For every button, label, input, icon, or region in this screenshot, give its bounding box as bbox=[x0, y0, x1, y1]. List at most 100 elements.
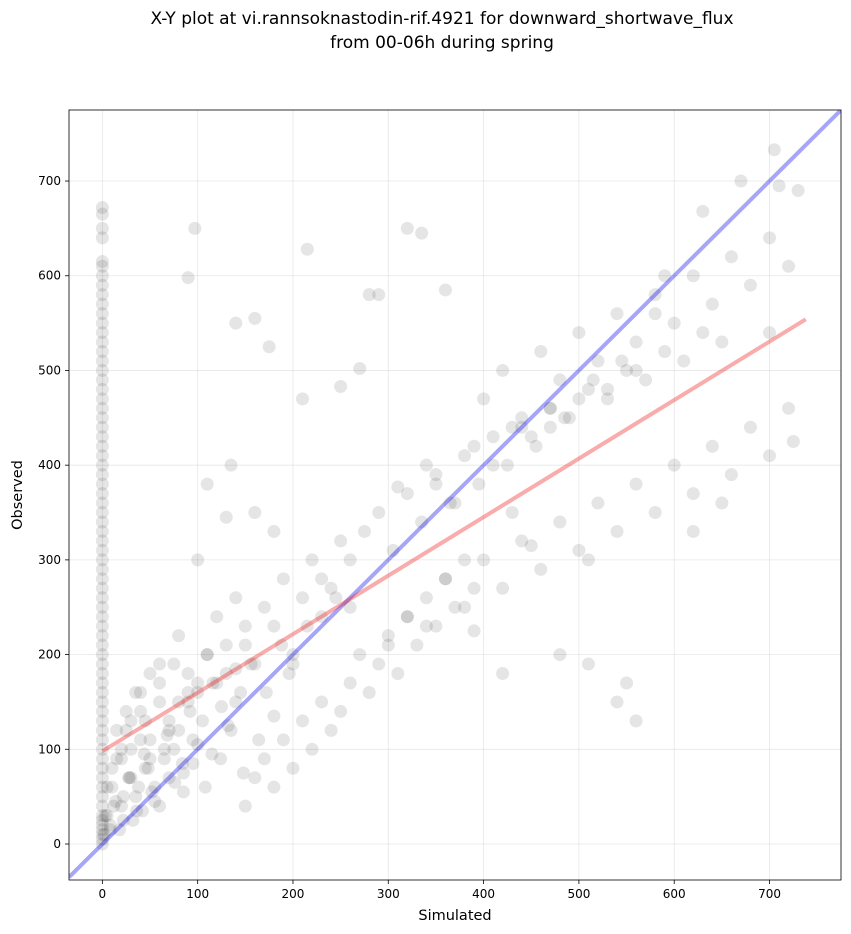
scatter-point bbox=[362, 685, 376, 699]
scatter-point bbox=[95, 733, 109, 747]
grid bbox=[69, 110, 841, 880]
scatter-point bbox=[143, 733, 157, 747]
scatter-point bbox=[529, 439, 543, 453]
scatter-point bbox=[415, 226, 429, 240]
scatter-point bbox=[141, 761, 155, 775]
scatter-point bbox=[95, 799, 109, 813]
scatter-point bbox=[162, 714, 176, 728]
scatter-point bbox=[562, 411, 576, 425]
scatter-point bbox=[763, 326, 777, 340]
scatter-point bbox=[276, 733, 290, 747]
scatter-point bbox=[496, 667, 510, 681]
scatter-point bbox=[95, 316, 109, 330]
scatter-point bbox=[236, 766, 250, 780]
x-tick-label: 400 bbox=[472, 887, 495, 901]
scatter-point bbox=[95, 695, 109, 709]
scatter-point bbox=[324, 581, 338, 595]
scatter-point bbox=[95, 704, 109, 718]
scatter-point bbox=[458, 449, 472, 463]
scatter-point bbox=[534, 562, 548, 576]
scatter-point bbox=[391, 667, 405, 681]
scatter-point bbox=[381, 638, 395, 652]
scatter-point bbox=[629, 714, 643, 728]
scatter-point bbox=[477, 392, 491, 406]
scatter-point bbox=[186, 733, 200, 747]
scatter-point bbox=[357, 524, 371, 538]
scatter-point bbox=[219, 638, 233, 652]
scatter-point bbox=[763, 449, 777, 463]
scatter-point bbox=[110, 752, 124, 766]
x-tick-label: 700 bbox=[758, 887, 781, 901]
scatter-point bbox=[100, 809, 114, 823]
scatter-point bbox=[705, 439, 719, 453]
scatter-point bbox=[95, 401, 109, 415]
y-tick-label: 100 bbox=[38, 742, 61, 756]
scatter-point bbox=[206, 676, 220, 690]
scatter-point bbox=[198, 780, 212, 794]
x-tick-label: 100 bbox=[186, 887, 209, 901]
scatter-point bbox=[244, 657, 258, 671]
scatter-point bbox=[181, 271, 195, 285]
scatter-point bbox=[175, 757, 189, 771]
scatter-point bbox=[581, 382, 595, 396]
scatter-point bbox=[629, 363, 643, 377]
scatter-point bbox=[543, 401, 557, 415]
scatter-point bbox=[200, 648, 214, 662]
scatter-point bbox=[267, 619, 281, 633]
scatter-point bbox=[148, 780, 162, 794]
scatter-point bbox=[400, 487, 414, 501]
scatter-point bbox=[658, 345, 672, 359]
scatter-point bbox=[334, 534, 348, 548]
scatter-point bbox=[191, 676, 205, 690]
scatter-point bbox=[734, 174, 748, 188]
scatter-point bbox=[130, 804, 144, 818]
scatter-point bbox=[148, 794, 162, 808]
scatter-point bbox=[219, 667, 233, 681]
scatter-point bbox=[696, 204, 710, 218]
scatter-point bbox=[534, 345, 548, 359]
scatter-point bbox=[153, 799, 167, 813]
scatter-point bbox=[315, 610, 329, 624]
scatter-point bbox=[95, 255, 109, 269]
scatter-point bbox=[496, 363, 510, 377]
scatter-point bbox=[214, 752, 228, 766]
scatter-point bbox=[95, 297, 109, 311]
scatter-point bbox=[248, 506, 262, 520]
scatter-point bbox=[95, 600, 109, 614]
scatter-point bbox=[782, 259, 796, 273]
scatter-point bbox=[168, 775, 182, 789]
scatter-point bbox=[505, 506, 519, 520]
scatter-point bbox=[162, 771, 176, 785]
scatter-point bbox=[195, 714, 209, 728]
scatter-point bbox=[763, 231, 777, 245]
scatter-point bbox=[329, 591, 343, 605]
scatter-point bbox=[496, 581, 510, 595]
scatter-point bbox=[95, 307, 109, 321]
scatter-point bbox=[443, 496, 457, 510]
scatter-point bbox=[305, 553, 319, 567]
scatter-point bbox=[95, 430, 109, 444]
scatter-point bbox=[300, 242, 314, 256]
scatter-point bbox=[724, 250, 738, 264]
scatter-point bbox=[572, 326, 586, 340]
scatter-point bbox=[95, 201, 109, 215]
scatter-point bbox=[95, 562, 109, 576]
scatter-point bbox=[95, 771, 109, 785]
scatter-point bbox=[248, 771, 262, 785]
scatter-point bbox=[610, 307, 624, 321]
scatter-point bbox=[262, 340, 276, 354]
scatter-point bbox=[591, 354, 605, 368]
scatter-point bbox=[176, 785, 190, 799]
scatter-point bbox=[400, 610, 414, 624]
scatter-point bbox=[181, 667, 195, 681]
scatter-point bbox=[324, 723, 338, 737]
scatter-point bbox=[515, 534, 529, 548]
scatter-point bbox=[267, 709, 281, 723]
scatter-point bbox=[172, 629, 186, 643]
scatter-point bbox=[122, 771, 136, 785]
scatter-point bbox=[286, 648, 300, 662]
scatter-point bbox=[448, 496, 462, 510]
scatter-point bbox=[200, 477, 214, 491]
scatter-point bbox=[95, 345, 109, 359]
scatter-point bbox=[224, 723, 238, 737]
